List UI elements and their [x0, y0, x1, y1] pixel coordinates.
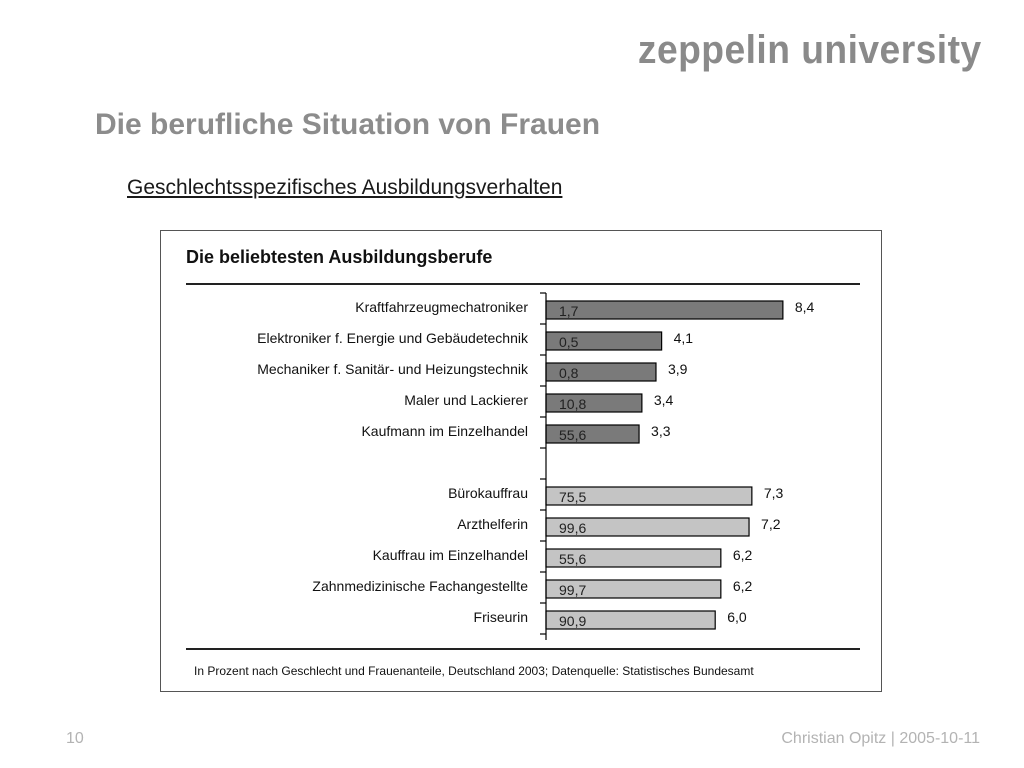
category-label: Kauffrau im Einzelhandel: [373, 547, 528, 563]
value-label: 3,9: [668, 361, 688, 377]
bar: [545, 300, 784, 320]
value-label: 6,2: [733, 547, 753, 563]
chart-top-rule: [186, 283, 860, 285]
chart-footnote: In Prozent nach Geschlecht und Frauenant…: [194, 664, 754, 678]
value-label: 3,3: [651, 423, 671, 439]
value-label: 6,2: [733, 578, 753, 594]
chart-title: Die beliebtesten Ausbildungsberufe: [186, 247, 493, 267]
bar-inner-label: 10,8: [559, 396, 586, 412]
category-label: Arzthelferin: [457, 516, 528, 532]
category-label: Kaufmann im Einzelhandel: [361, 423, 528, 439]
bar-inner-label: 0,5: [559, 334, 579, 350]
value-label: 6,0: [727, 609, 747, 625]
category-label: Elektroniker f. Energie und Gebäudetechn…: [257, 330, 529, 346]
category-label: Mechaniker f. Sanitär- und Heizungstechn…: [257, 361, 529, 377]
category-label: Friseurin: [474, 609, 528, 625]
bar-inner-label: 75,5: [559, 489, 586, 505]
university-logo: zeppelin university: [638, 28, 982, 72]
bar-inner-label: 55,6: [559, 551, 586, 567]
category-label: Kraftfahrzeugmechatroniker: [355, 299, 528, 315]
value-label: 7,3: [764, 485, 784, 501]
page-number: 10: [66, 730, 84, 747]
category-label: Zahnmedizinische Fachangestellte: [312, 578, 528, 594]
page-title: Die berufliche Situation von Frauen: [95, 108, 601, 141]
value-label: 8,4: [795, 299, 815, 315]
bar-inner-label: 99,6: [559, 520, 586, 536]
bar-inner-label: 1,7: [559, 303, 579, 319]
chart-bottom-rule: [186, 648, 860, 650]
bar-inner-label: 90,9: [559, 613, 586, 629]
value-label: 3,4: [654, 392, 674, 408]
value-label: 4,1: [674, 330, 694, 346]
bar-inner-label: 99,7: [559, 582, 586, 598]
bar-inner-label: 0,8: [559, 365, 579, 381]
section-subtitle: Geschlechtsspezifisches Ausbildungsverha…: [127, 176, 563, 199]
author-date: Christian Opitz | 2005-10-11: [781, 730, 980, 747]
bar-inner-label: 55,6: [559, 427, 586, 443]
category-label: Maler und Lackierer: [404, 392, 528, 408]
value-label: 7,2: [761, 516, 781, 532]
category-label: Bürokauffrau: [448, 485, 528, 501]
